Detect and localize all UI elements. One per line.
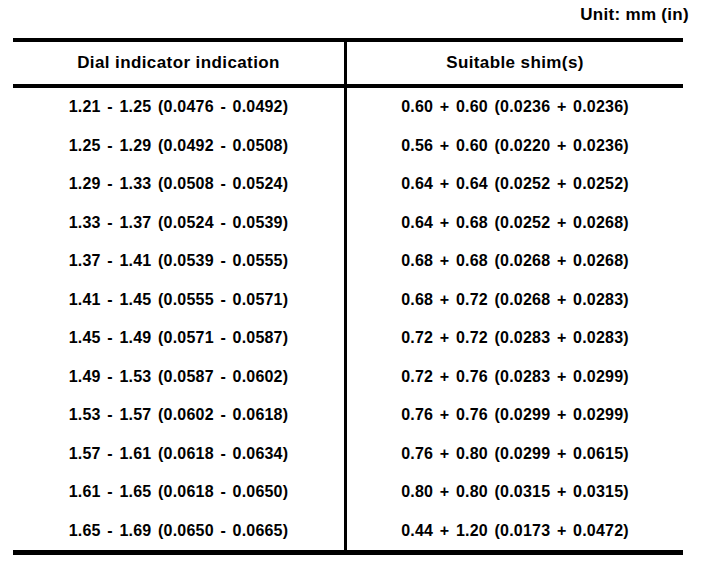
dial-indication-cell: 1.29 - 1.33 (0.0508 - 0.0524)	[13, 165, 347, 204]
shim-cell: 0.60 + 0.60 (0.0236 + 0.0236)	[347, 88, 683, 127]
table-row: 1.61 - 1.65 (0.0618 - 0.0650) 0.80 + 0.8…	[13, 473, 683, 512]
dial-indication-cell: 1.49 - 1.53 (0.0587 - 0.0602)	[13, 358, 347, 397]
shim-cell: 0.72 + 0.72 (0.0283 + 0.0283)	[347, 319, 683, 358]
dial-indication-cell: 1.45 - 1.49 (0.0571 - 0.0587)	[13, 319, 347, 358]
table-header-row: Dial indicator indication Suitable shim(…	[13, 42, 683, 88]
table-row: 1.37 - 1.41 (0.0539 - 0.0555) 0.68 + 0.6…	[13, 242, 683, 281]
shim-selection-table: Dial indicator indication Suitable shim(…	[13, 38, 683, 555]
dial-indication-cell: 1.37 - 1.41 (0.0539 - 0.0555)	[13, 242, 347, 281]
table-row: 1.21 - 1.25 (0.0476 - 0.0492) 0.60 + 0.6…	[13, 88, 683, 127]
table-row: 1.57 - 1.61 (0.0618 - 0.0634) 0.76 + 0.8…	[13, 435, 683, 474]
header-dial-indicator-indication: Dial indicator indication	[13, 42, 347, 84]
table-row: 1.49 - 1.53 (0.0587 - 0.0602) 0.72 + 0.7…	[13, 358, 683, 397]
dial-indication-cell: 1.33 - 1.37 (0.0524 - 0.0539)	[13, 204, 347, 243]
table-row: 1.53 - 1.57 (0.0602 - 0.0618) 0.76 + 0.7…	[13, 396, 683, 435]
shim-cell: 0.80 + 0.80 (0.0315 + 0.0315)	[347, 473, 683, 512]
table-row: 1.33 - 1.37 (0.0524 - 0.0539) 0.64 + 0.6…	[13, 204, 683, 243]
table-row: 1.25 - 1.29 (0.0492 - 0.0508) 0.56 + 0.6…	[13, 127, 683, 166]
dial-indication-cell: 1.61 - 1.65 (0.0618 - 0.0650)	[13, 473, 347, 512]
shim-cell: 0.76 + 0.80 (0.0299 + 0.0615)	[347, 435, 683, 474]
shim-cell: 0.64 + 0.68 (0.0252 + 0.0268)	[347, 204, 683, 243]
dial-indication-cell: 1.41 - 1.45 (0.0555 - 0.0571)	[13, 281, 347, 320]
shim-cell: 0.68 + 0.68 (0.0268 + 0.0268)	[347, 242, 683, 281]
shim-cell: 0.64 + 0.64 (0.0252 + 0.0252)	[347, 165, 683, 204]
shim-cell: 0.76 + 0.76 (0.0299 + 0.0299)	[347, 396, 683, 435]
shim-cell: 0.56 + 0.60 (0.0220 + 0.0236)	[347, 127, 683, 166]
dial-indication-cell: 1.65 - 1.69 (0.0650 - 0.0665)	[13, 512, 347, 551]
dial-indication-cell: 1.25 - 1.29 (0.0492 - 0.0508)	[13, 127, 347, 166]
table-row: 1.65 - 1.69 (0.0650 - 0.0665) 0.44 + 1.2…	[13, 512, 683, 551]
unit-label: Unit: mm (in)	[580, 5, 689, 25]
table-row: 1.41 - 1.45 (0.0555 - 0.0571) 0.68 + 0.7…	[13, 281, 683, 320]
table-body: 1.21 - 1.25 (0.0476 - 0.0492) 0.60 + 0.6…	[13, 88, 683, 550]
shim-cell: 0.72 + 0.76 (0.0283 + 0.0299)	[347, 358, 683, 397]
shim-cell: 0.44 + 1.20 (0.0173 + 0.0472)	[347, 512, 683, 551]
dial-indication-cell: 1.53 - 1.57 (0.0602 - 0.0618)	[13, 396, 347, 435]
dial-indication-cell: 1.21 - 1.25 (0.0476 - 0.0492)	[13, 88, 347, 127]
dial-indication-cell: 1.57 - 1.61 (0.0618 - 0.0634)	[13, 435, 347, 474]
table-row: 1.29 - 1.33 (0.0508 - 0.0524) 0.64 + 0.6…	[13, 165, 683, 204]
shim-cell: 0.68 + 0.72 (0.0268 + 0.0283)	[347, 281, 683, 320]
header-suitable-shims: Suitable shim(s)	[347, 42, 683, 84]
table-row: 1.45 - 1.49 (0.0571 - 0.0587) 0.72 + 0.7…	[13, 319, 683, 358]
